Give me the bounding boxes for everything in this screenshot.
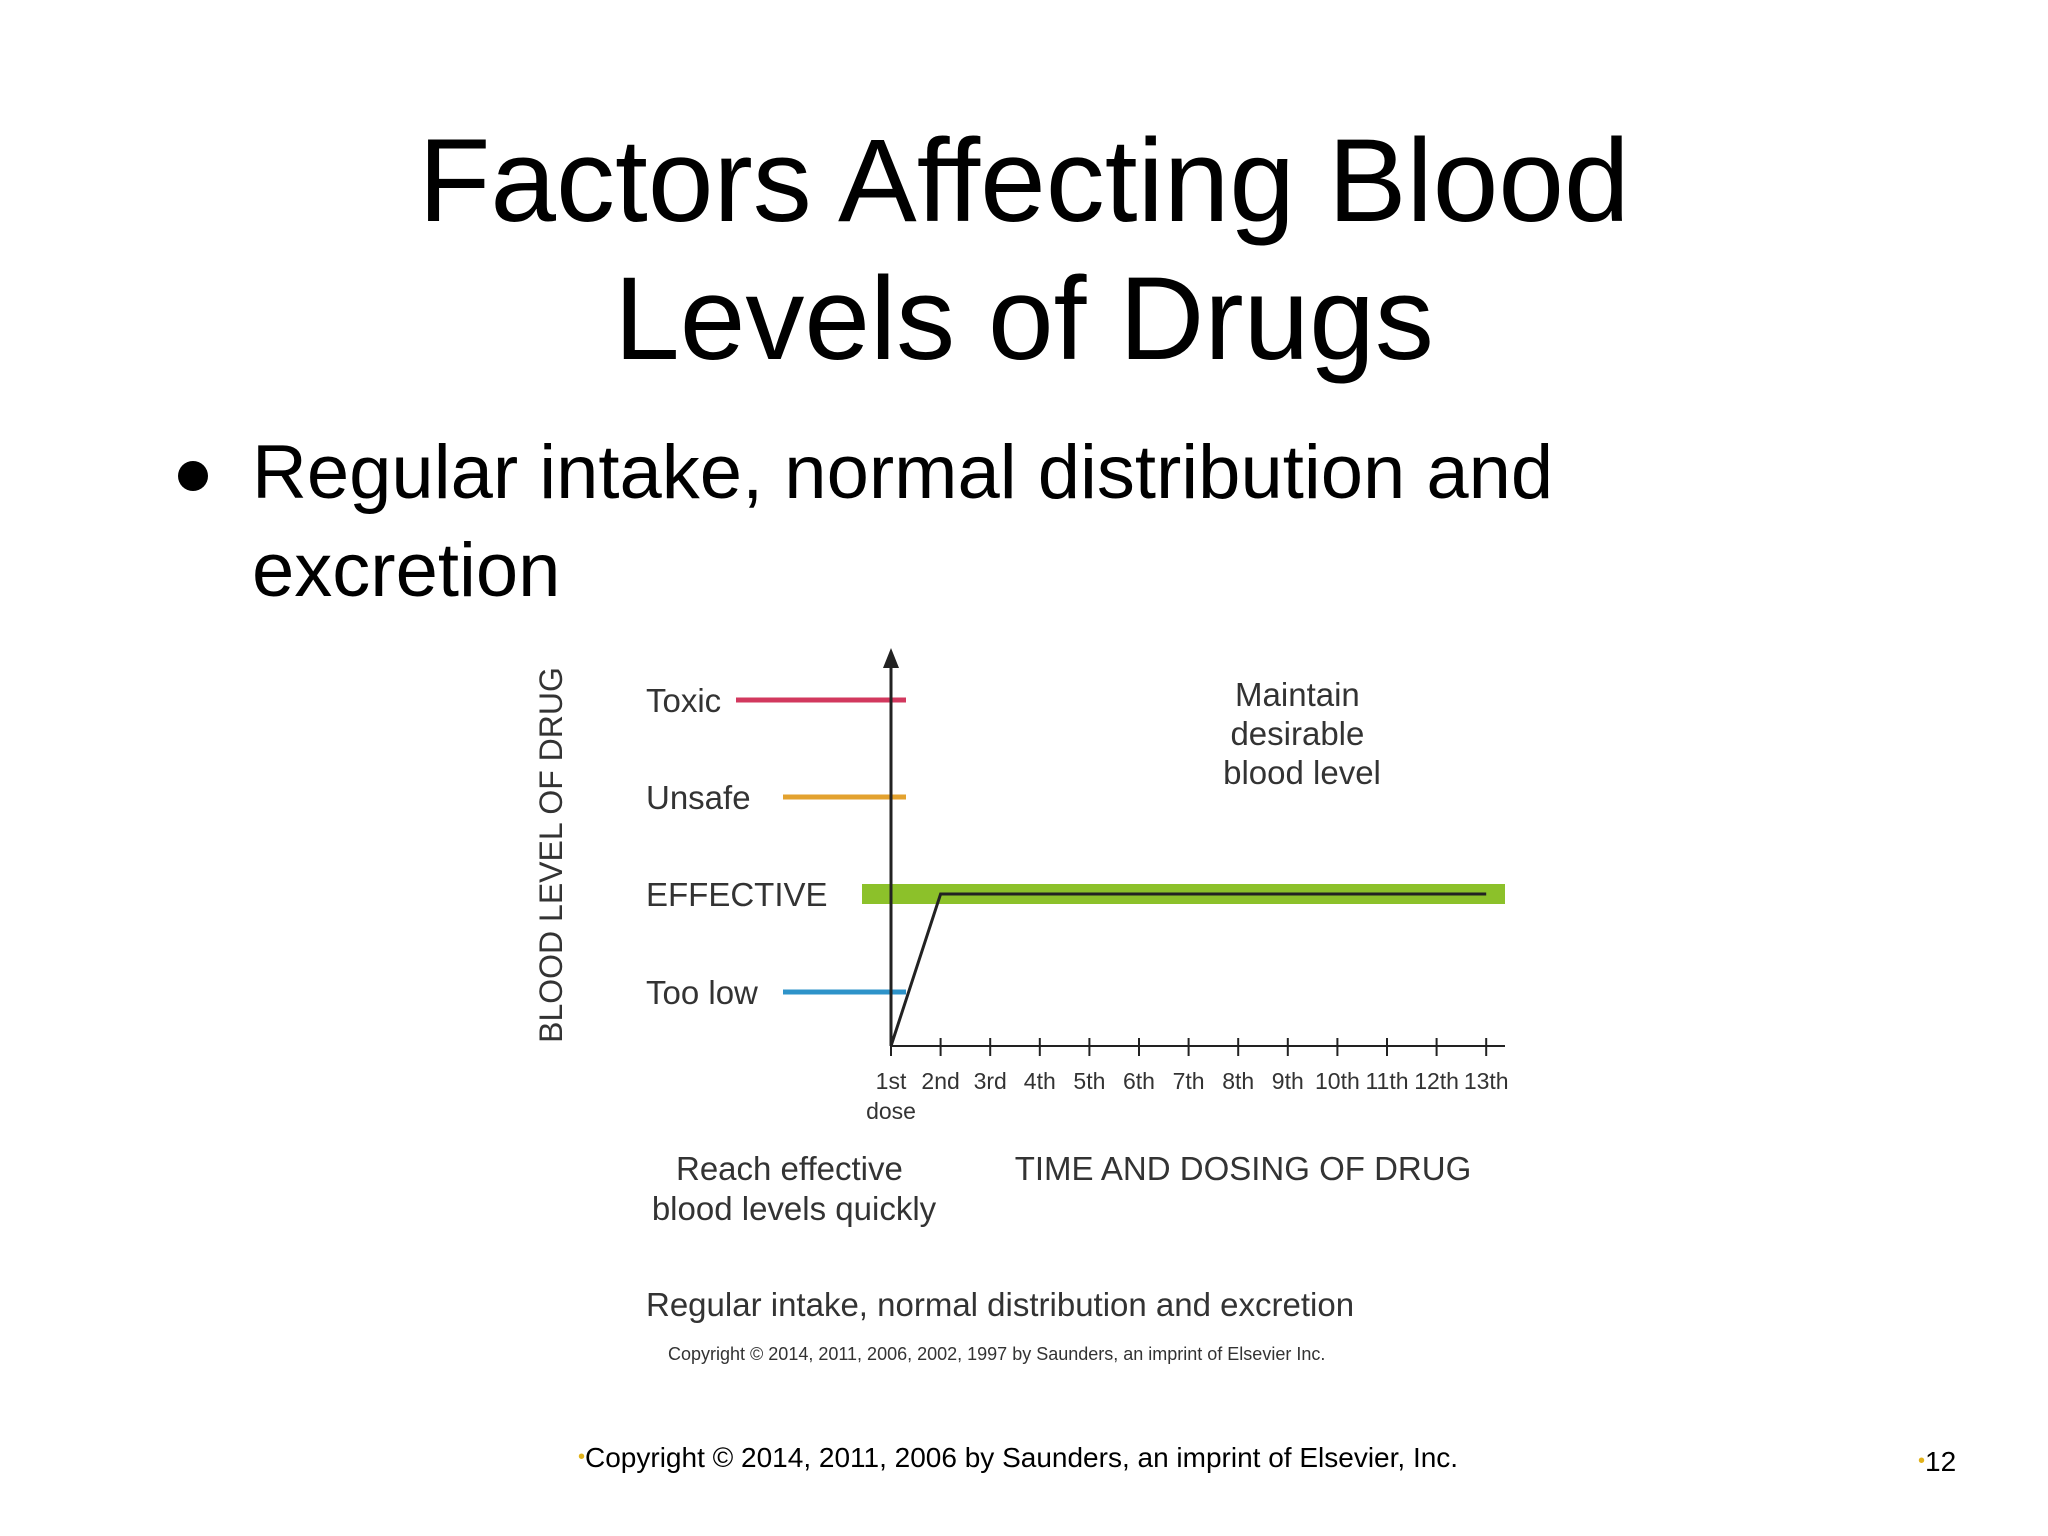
maintain-annotation: Maintain desirable blood level (1223, 676, 1381, 791)
x-tick-sublabel-dose: dose (866, 1098, 916, 1124)
maintain-line-2: desirable (1230, 715, 1364, 752)
reach-annotation: Reach effective blood levels quickly (652, 1150, 937, 1227)
y-axis-label: BLOOD LEVEL OF DRUG (533, 667, 569, 1043)
x-tick-label-2nd: 2nd (921, 1068, 959, 1094)
chart-caption: Regular intake, normal distribution and … (646, 1286, 1354, 1323)
x-tick-label-9th: 9th (1272, 1068, 1304, 1094)
chart-axes (883, 648, 1505, 1047)
y-axis-arrow-icon (883, 648, 899, 668)
slide-title-line-2: Levels of Drugs (614, 253, 1434, 385)
footer-copyright-text: Copyright © 2014, 2011, 2006 by Saunders… (585, 1442, 1459, 1473)
x-tick-label-10th: 10th (1315, 1068, 1360, 1094)
bullet-text: Regular intake, normal distribution and … (252, 430, 1554, 613)
x-tick-label-12th: 12th (1414, 1068, 1459, 1094)
x-tick-label-3rd: 3rd (974, 1068, 1007, 1094)
page-number-text: 12 (1925, 1446, 1957, 1477)
x-tick-label-1st: 1st (876, 1068, 907, 1094)
level-label-unsafe: Unsafe (646, 779, 751, 816)
level-lines: Toxic Unsafe EFFECTIVE Too low (646, 682, 1505, 1011)
x-axis-label: TIME AND DOSING OF DRUG (1015, 1150, 1472, 1187)
maintain-line-1: Maintain (1235, 676, 1360, 713)
level-label-effective: EFFECTIVE (646, 876, 828, 913)
x-tick-label-11th: 11th (1365, 1068, 1408, 1094)
reach-line-1: Reach effective (676, 1150, 903, 1187)
page-number: •12 (1918, 1446, 1956, 1478)
level-label-toxic: Toxic (646, 682, 721, 719)
x-tick-label-8th: 8th (1222, 1068, 1254, 1094)
bullet-dot-icon (178, 461, 208, 491)
slide-title: Factors Affecting Blood Levels of Drugs (0, 112, 2048, 388)
x-tick-label-6th: 6th (1123, 1068, 1155, 1094)
page-bullet-icon: • (1918, 1450, 1926, 1472)
maintain-line-3: blood level (1223, 754, 1381, 791)
slide-title-line-1: Factors Affecting Blood (418, 115, 1630, 247)
series-lines (889, 892, 1487, 1047)
x-tick-label-7th: 7th (1173, 1068, 1205, 1094)
x-tick-label-4th: 4th (1024, 1068, 1056, 1094)
footer-bullet-icon: • (578, 1446, 586, 1468)
reach-line-2: blood levels quickly (652, 1190, 937, 1227)
footer-copyright: •Copyright © 2014, 2011, 2006 by Saunder… (578, 1442, 1458, 1474)
chart-copyright: Copyright © 2014, 2011, 2006, 2002, 1997… (668, 1344, 1325, 1364)
x-tick-label-13th: 13th (1464, 1068, 1509, 1094)
x-tick-label-5th: 5th (1073, 1068, 1105, 1094)
x-ticks: 1st 2nd 3rd 4th 5th 6th 7th 8th 9th 10th 11th 12th 1… (866, 1038, 1509, 1124)
level-label-too-low: Too low (646, 974, 758, 1011)
series-line-0 (889, 892, 1487, 1047)
